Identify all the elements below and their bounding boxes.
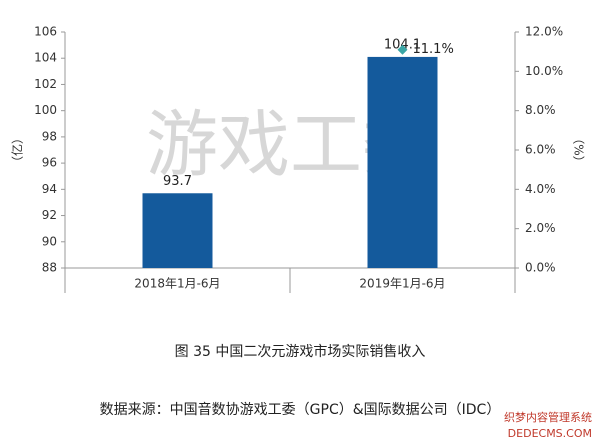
y-axis-label: （亿） <box>10 132 25 168</box>
y2-tick-label: 2.0% <box>525 221 556 235</box>
source: 数据来源：中国音数协游戏工委（GPC）&国际数据公司（IDC） <box>100 401 501 418</box>
x-tick-label: 2018年1月-6月 <box>134 277 220 291</box>
data-label: 93.7 <box>163 174 192 189</box>
y-tick-label: 104 <box>34 51 57 65</box>
y2-tick-label: 12.0% <box>525 25 563 39</box>
bar <box>367 56 438 269</box>
y-tick-label: 88 <box>42 261 57 275</box>
y-tick-label: 98 <box>42 129 57 143</box>
y2-tick-label: 4.0% <box>525 182 556 196</box>
y2-tick-label: 6.0% <box>525 143 556 157</box>
y-tick-label: 102 <box>34 77 57 91</box>
y2-axis-label: （%） <box>572 132 586 167</box>
y-tick-label: 94 <box>42 182 57 196</box>
y2-tick-label: 0.0% <box>525 261 556 275</box>
bar <box>142 193 213 268</box>
y2-tick-label: 8.0% <box>525 103 556 117</box>
data-label: 11.1% <box>413 42 454 57</box>
x-tick-label: 2019年1月-6月 <box>359 277 445 291</box>
y-tick-label: 92 <box>42 208 57 222</box>
y-tick-label: 100 <box>34 103 57 117</box>
watermark-text: DEDECMS.COM <box>508 427 592 440</box>
y-tick-label: 90 <box>42 234 57 248</box>
marker <box>397 44 408 55</box>
y-tick-label: 106 <box>34 25 57 39</box>
watermark-text: 织梦内容管理系统 <box>504 410 592 424</box>
chart-title: 图 35 中国二次元游戏市场实际销售收入 <box>175 343 426 360</box>
y2-tick-label: 10.0% <box>525 64 563 78</box>
y-tick-label: 96 <box>42 156 57 170</box>
